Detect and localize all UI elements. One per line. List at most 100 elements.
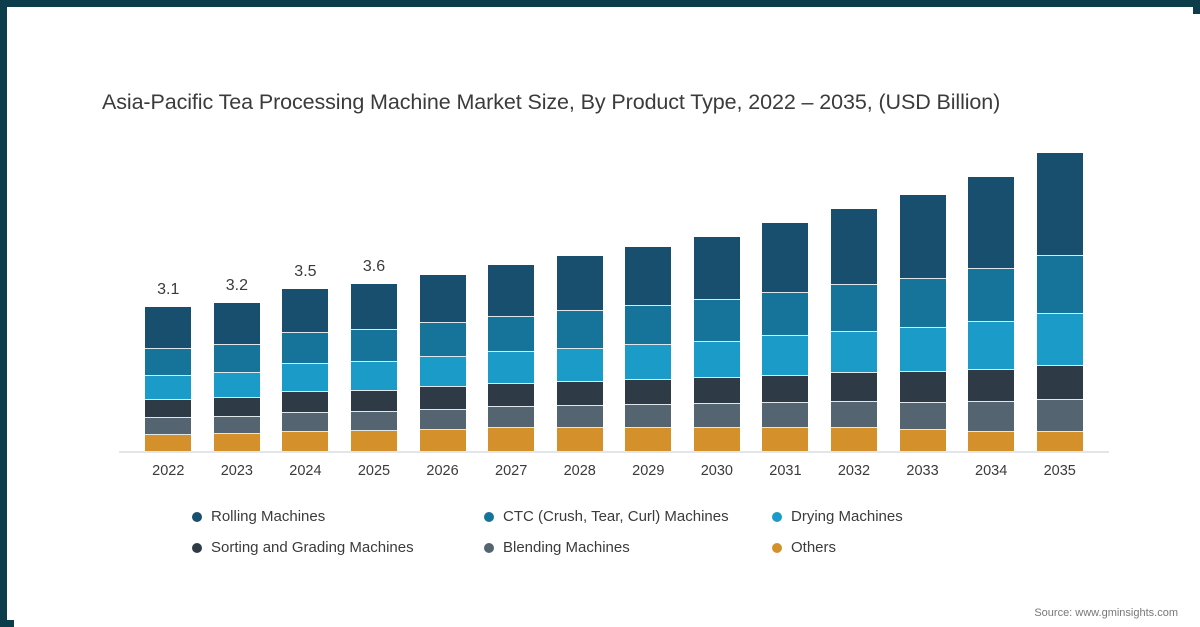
bar-segment	[693, 377, 740, 404]
bar-segment	[351, 410, 397, 431]
bar-value-label: 3.2	[225, 276, 248, 294]
legend-swatch-icon	[192, 511, 202, 522]
bar-segment	[351, 430, 397, 452]
bar-segment	[1036, 364, 1083, 400]
x-axis-tick-2023: 2023	[220, 463, 253, 479]
bar-segment	[831, 372, 877, 402]
bar-segment	[213, 396, 260, 417]
bar-segment	[282, 411, 329, 431]
x-axis-tick-2032: 2032	[837, 463, 871, 479]
bar-segment	[145, 374, 192, 399]
bar-segment	[419, 428, 466, 452]
bar-segment	[831, 401, 877, 428]
legend-item-rolling-machines[interactable]: Rolling Machines	[192, 508, 325, 525]
bar-segment	[488, 351, 535, 383]
bar-2034	[968, 176, 1015, 452]
bar-value-label: 3.5	[294, 262, 317, 280]
x-axis-tick-2034: 2034	[975, 463, 1008, 479]
bar-2029	[625, 246, 672, 452]
bar-2025	[351, 284, 397, 452]
legend-label: Sorting and Grading Machines	[211, 539, 414, 556]
bar-segment	[762, 426, 809, 452]
bar-segment	[693, 427, 740, 452]
bar-segment	[419, 386, 466, 409]
legend-label: Others	[791, 539, 837, 556]
legend-label: Drying Machines	[791, 508, 903, 525]
bar-2032	[831, 209, 877, 452]
legend-item-others[interactable]: Others	[772, 539, 836, 556]
bar-segment	[693, 340, 740, 378]
bar-value-label: 3.1	[157, 281, 180, 299]
bar-segment	[419, 355, 466, 387]
bar-segment	[351, 328, 397, 361]
bar-segment	[145, 417, 192, 435]
page-title: Asia-Pacific Tea Processing Machine Mark…	[102, 90, 1001, 114]
bar-segment	[145, 434, 192, 452]
bar-2024	[282, 288, 329, 452]
bar-segment	[282, 430, 329, 452]
bar-segment	[831, 284, 877, 331]
bar-segment	[968, 321, 1015, 369]
bar-segment	[693, 403, 740, 428]
bar-segment	[488, 265, 535, 316]
bar-segment	[693, 237, 740, 300]
bar-segment	[282, 362, 329, 391]
legend-item-blending-machines[interactable]: Blending Machines	[484, 539, 630, 556]
bar-segment	[556, 380, 603, 405]
bar-segment	[625, 426, 672, 452]
source-attribution: Source: www.gminsights.com	[1034, 607, 1178, 619]
bar-segment	[1036, 399, 1083, 431]
bar-segment	[968, 401, 1015, 431]
x-axis-line	[119, 451, 1109, 453]
bar-2030	[693, 237, 740, 452]
bar-segment	[282, 390, 329, 412]
bar-segment	[419, 322, 466, 356]
bar-segment	[968, 368, 1015, 402]
bar-segment	[556, 256, 603, 311]
x-axis-tick-2033: 2033	[906, 463, 939, 479]
bar-segment	[488, 382, 535, 407]
bar-segment	[899, 326, 946, 372]
bar-segment	[419, 408, 466, 429]
bar-segment	[556, 404, 603, 427]
bar-2027	[488, 265, 535, 452]
bar-2035	[1036, 153, 1083, 452]
legend-item-drying-machines[interactable]: Drying Machines	[772, 508, 903, 525]
bar-segment	[831, 209, 877, 285]
bar-segment	[762, 223, 809, 292]
bar-segment	[488, 427, 535, 452]
bar-segment	[899, 429, 946, 452]
bar-2022	[145, 307, 192, 452]
bar-segment	[693, 299, 740, 341]
legend-swatch-icon	[772, 511, 782, 522]
bar-segment	[213, 416, 260, 434]
bar-segment	[419, 274, 466, 323]
bar-2033	[899, 195, 946, 452]
bar-segment	[351, 389, 397, 411]
bar-segment	[282, 332, 329, 363]
bar-segment	[625, 378, 672, 404]
bar-segment	[762, 402, 809, 427]
bar-segment	[1036, 312, 1083, 365]
bar-segment	[556, 347, 603, 381]
legend-item-ctc-crush-tear-curl-machines[interactable]: CTC (Crush, Tear, Curl) Machines	[484, 508, 729, 525]
bar-segment	[213, 433, 260, 452]
bar-segment	[762, 335, 809, 375]
bar-value-label: 3.6	[362, 258, 386, 275]
x-axis-tick-2026: 2026	[426, 463, 459, 479]
bar-segment	[625, 343, 672, 379]
bar-segment	[351, 360, 397, 390]
bar-segment	[556, 310, 603, 348]
bar-segment	[625, 403, 672, 427]
legend-item-sorting-and-grading-machines[interactable]: Sorting and Grading Machines	[192, 539, 414, 556]
x-axis-tick-2031: 2031	[769, 463, 802, 479]
bar-segment	[899, 195, 946, 278]
bar-segment	[625, 304, 672, 344]
bar-segment	[145, 307, 192, 348]
bar-segment	[282, 288, 329, 333]
legend-label: Rolling Machines	[211, 508, 326, 525]
x-axis-tick-2025: 2025	[357, 463, 391, 479]
bar-segment	[556, 426, 603, 452]
legend-swatch-icon	[484, 511, 494, 522]
